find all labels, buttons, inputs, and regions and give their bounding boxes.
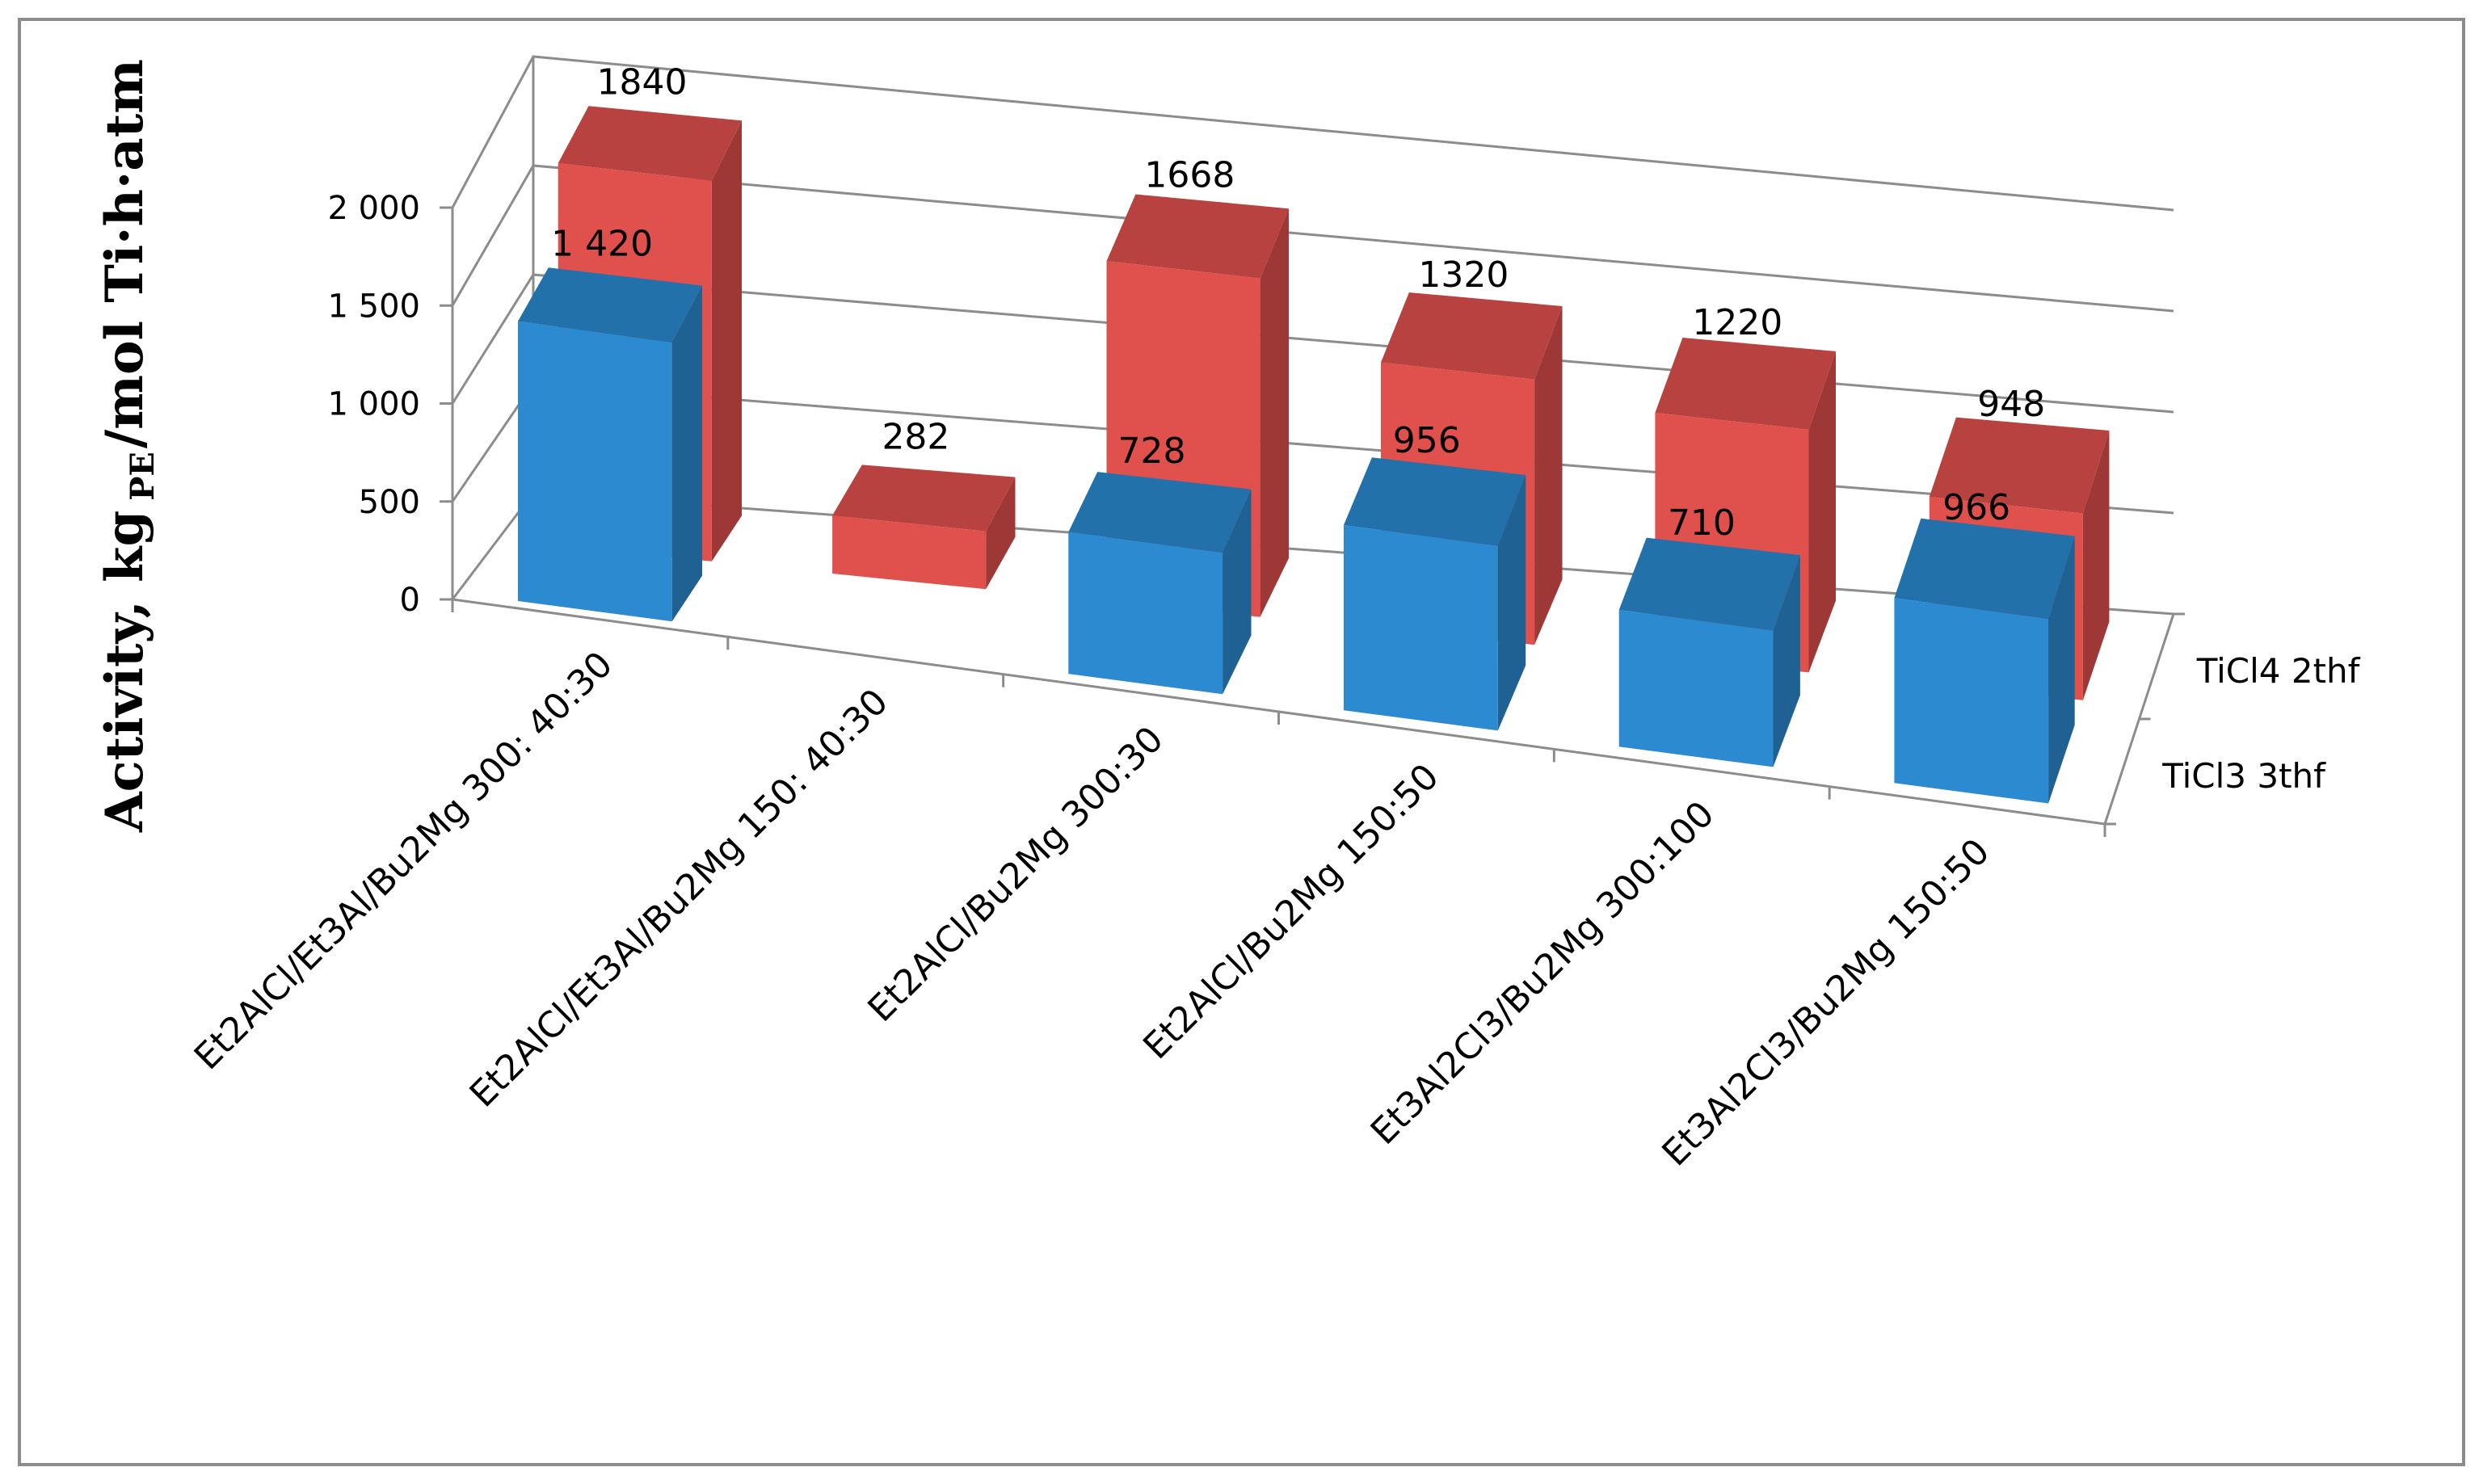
bar-side-face xyxy=(1534,306,1563,645)
bar-top-face xyxy=(1894,518,2075,620)
series-label: TiCl3 3thf xyxy=(2161,756,2326,796)
bar-front-face xyxy=(1894,598,2049,804)
data-label: 948 xyxy=(1977,384,2045,425)
front-bar xyxy=(1894,518,2075,804)
data-label: 1220 xyxy=(1692,302,1782,343)
data-labels: 1 420 728 956 710 966 1840 282 1668 1320 1220 948 xyxy=(551,62,2045,544)
data-label: 1840 xyxy=(596,62,687,103)
bar-front-face xyxy=(1068,532,1223,695)
bar-front-face xyxy=(832,515,987,590)
data-label: 1 420 xyxy=(551,224,653,265)
front-bar xyxy=(1618,537,1800,767)
bar-side-face xyxy=(1223,489,1252,695)
bar-top-face xyxy=(1344,457,1526,546)
bar-side-face xyxy=(711,120,742,561)
bar-top-face xyxy=(518,267,702,343)
bar-side-face xyxy=(1260,208,1289,617)
bar-top-face xyxy=(1068,472,1252,553)
front-series-bars xyxy=(518,267,2075,804)
y-tick-label: 1 000 xyxy=(327,386,420,423)
bar-top-face xyxy=(832,465,1016,532)
bar-front-face xyxy=(1618,610,1774,767)
data-label: 1320 xyxy=(1418,254,1509,296)
bar-front-face xyxy=(518,321,672,622)
bar-top-face xyxy=(1618,537,1800,631)
front-bar xyxy=(518,267,702,622)
data-label: 956 xyxy=(1393,420,1461,461)
bar-top-face xyxy=(1381,292,1563,380)
data-label: 728 xyxy=(1118,431,1186,472)
front-bar xyxy=(1068,472,1252,695)
data-label: 282 xyxy=(882,416,949,457)
bar-side-face xyxy=(2048,536,2075,804)
data-label: 966 xyxy=(1942,487,2010,528)
bar-top-face xyxy=(1106,194,1289,279)
y-tick-label: 1 500 xyxy=(327,288,420,325)
bar-side-face xyxy=(986,477,1016,590)
y-tick-label: 2 000 xyxy=(327,190,420,227)
data-label: 1668 xyxy=(1144,155,1235,196)
y-tick-label: 500 xyxy=(359,484,420,521)
side-wall xyxy=(452,57,533,599)
bar-side-face xyxy=(1773,555,1800,767)
y-tick-label: 0 xyxy=(400,582,420,619)
y-axis-label: Activity, kg PE /mol Ti·h·atm xyxy=(95,59,162,833)
chart-walls xyxy=(440,55,2185,837)
bar-side-face xyxy=(671,285,702,622)
front-bar xyxy=(1344,457,1526,731)
series-label: TiCl4 2thf xyxy=(2196,651,2361,691)
data-label: 710 xyxy=(1668,502,1736,544)
back-bar xyxy=(832,465,1016,590)
bar-front-face xyxy=(1344,525,1498,731)
bar-top-face xyxy=(1655,338,1836,430)
bar-top-face xyxy=(1929,417,2110,514)
bar-side-face xyxy=(1497,475,1526,731)
bar-side-face xyxy=(2082,431,2110,700)
bar-top-face xyxy=(558,106,742,181)
bar-side-face xyxy=(1808,351,1836,673)
